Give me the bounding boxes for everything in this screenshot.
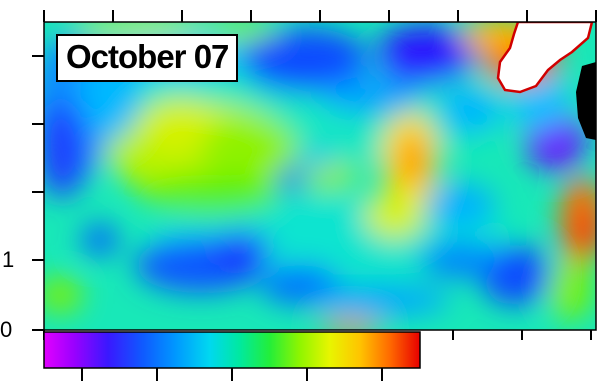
y-tick-label-1: 1 [2,247,15,272]
data-field [44,22,596,330]
no-data-region [576,62,596,140]
map-title: October 07 [56,34,239,82]
top-ticks [43,10,597,22]
left-ticks [32,55,44,331]
y-tick-label-0: 0 [0,317,13,342]
colorbar-ticks [81,368,383,381]
colorbar [43,331,421,369]
land-mask [496,22,594,94]
